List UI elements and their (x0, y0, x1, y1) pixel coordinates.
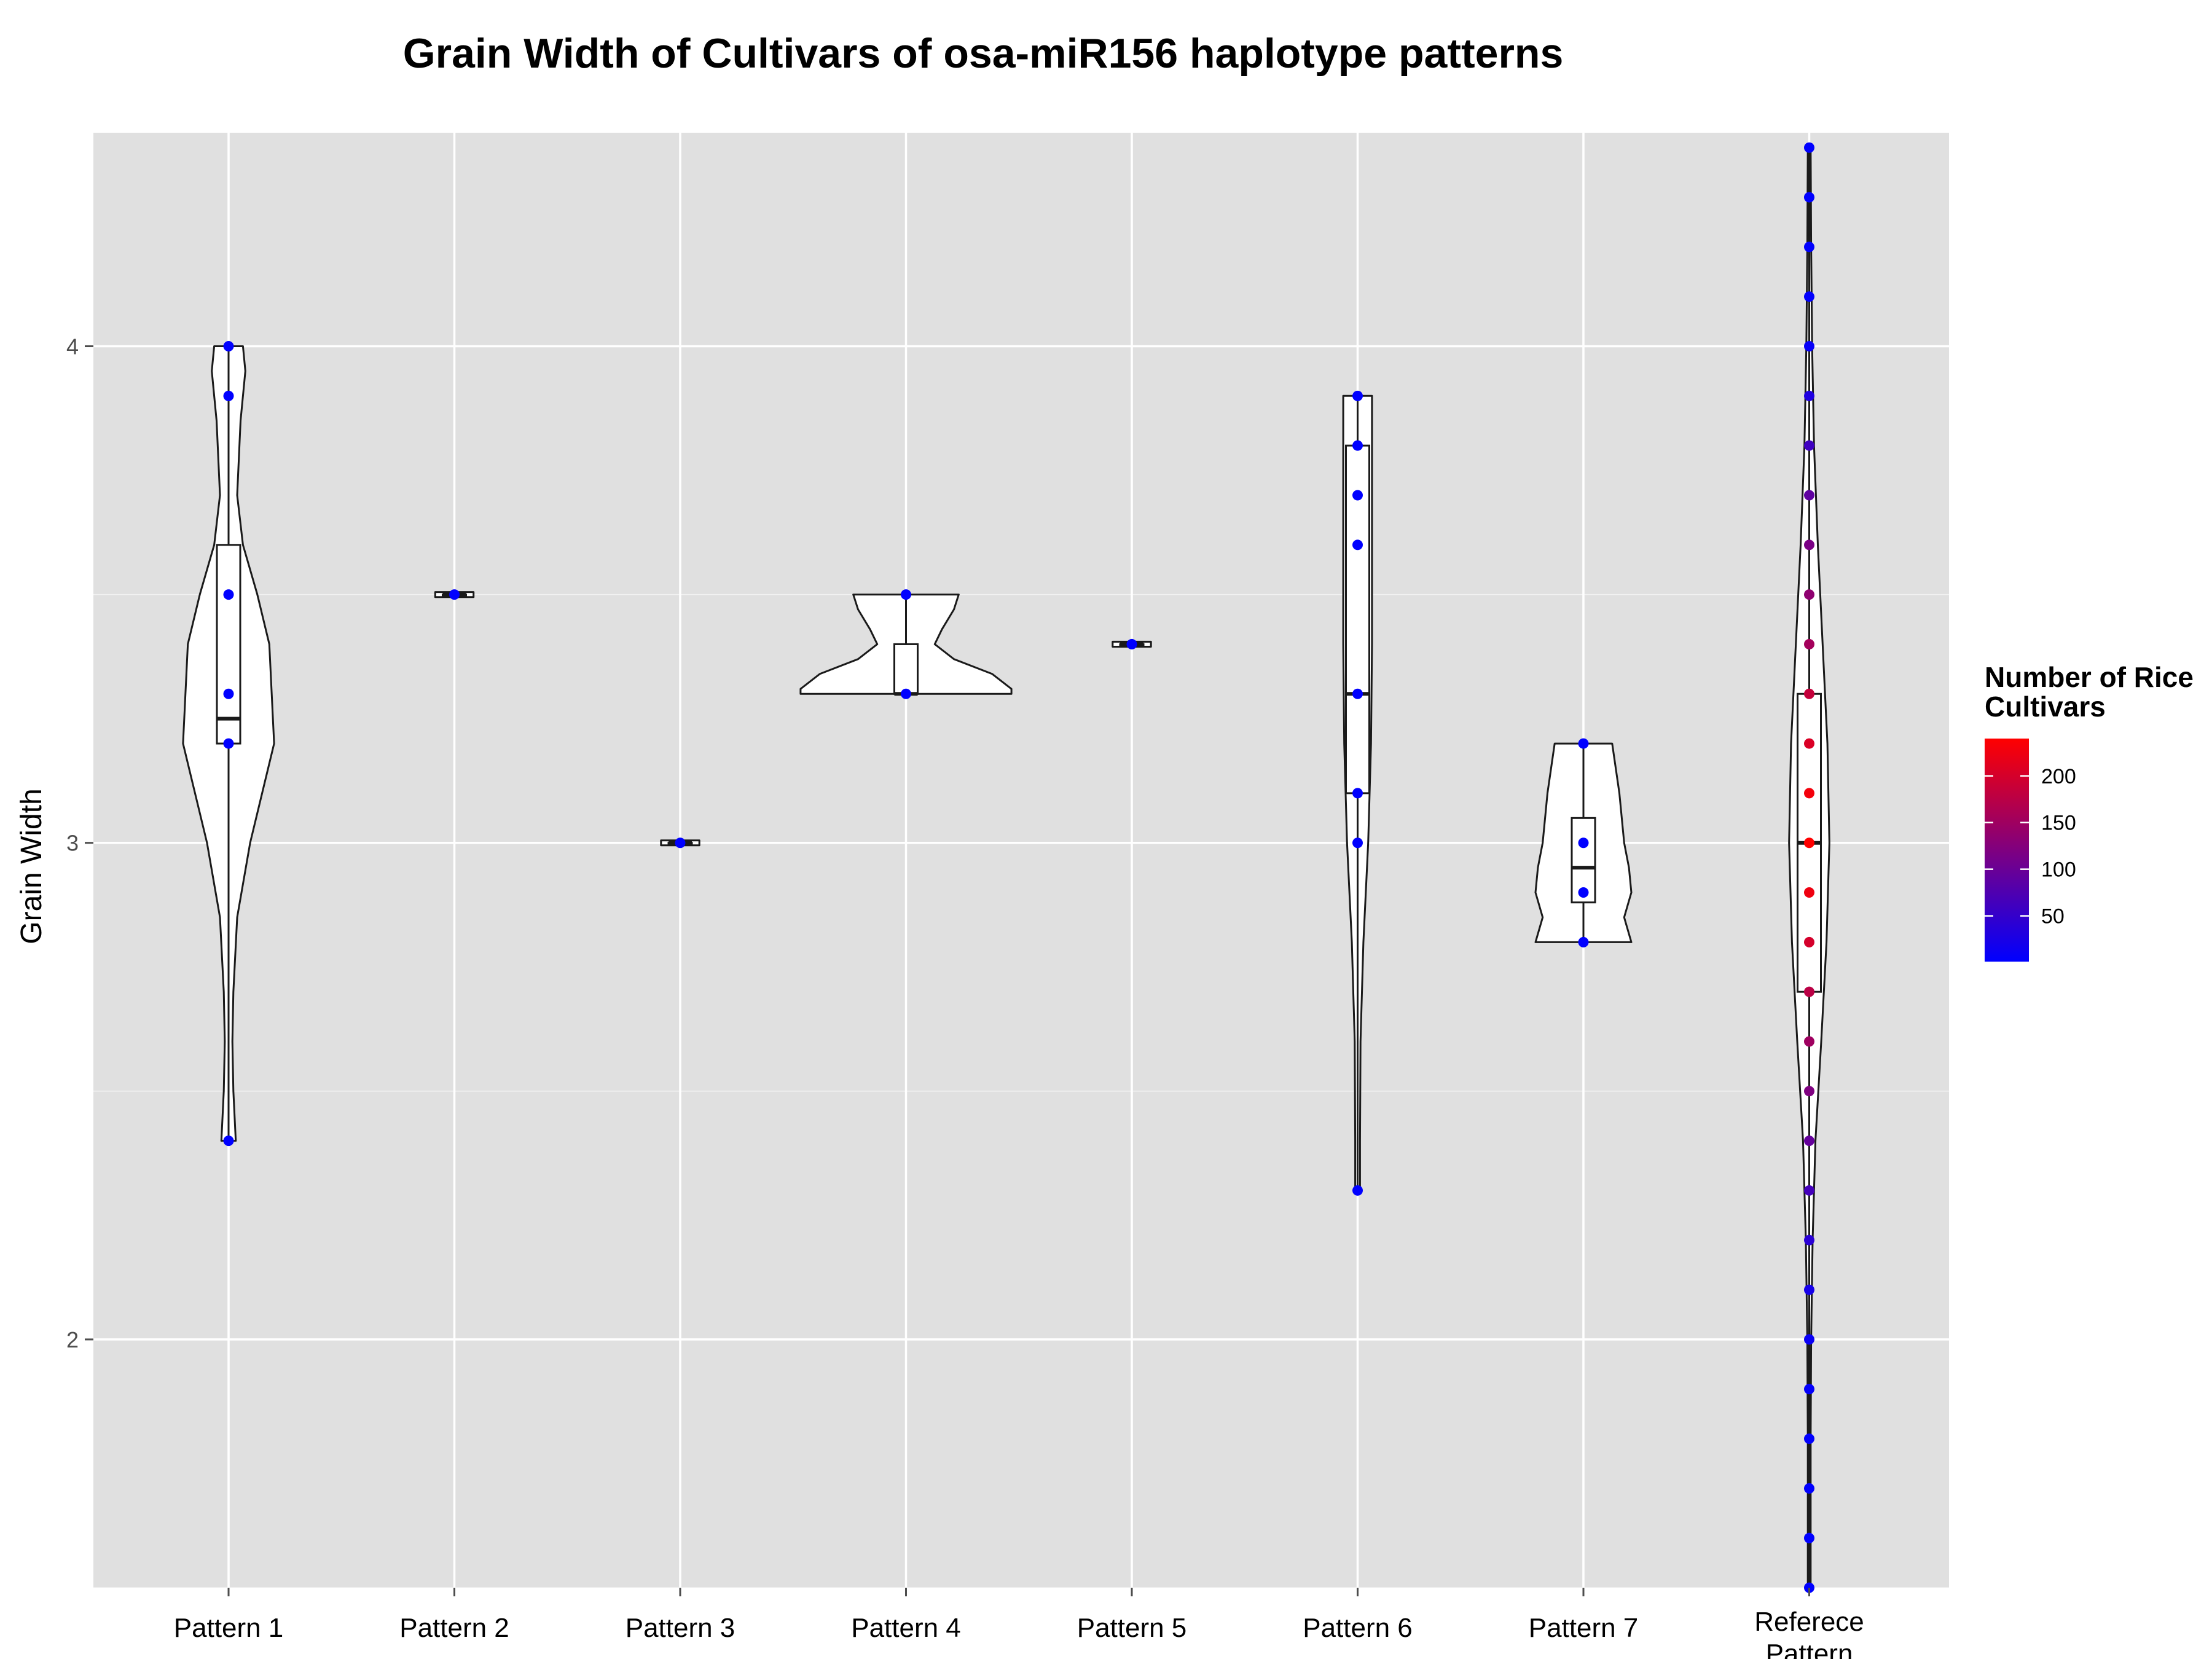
data-point (1804, 341, 1814, 352)
data-point (1804, 1086, 1814, 1097)
chart-title: Grain Width of Cultivars of osa-miR156 h… (403, 30, 1564, 77)
x-tick-label: Referece (1754, 1607, 1864, 1637)
legend-title: Cultivars (1985, 691, 2106, 723)
legend-title: Number of Rice (1985, 661, 2194, 693)
legend-tick-label: 200 (2041, 765, 2076, 788)
data-point (1126, 638, 1137, 649)
violin-group (1534, 738, 1633, 947)
legend-tick-label: 100 (2041, 858, 2076, 882)
data-point (1804, 738, 1814, 749)
violin-group (1112, 638, 1152, 649)
y-tick-label: 3 (66, 831, 79, 856)
data-point (1804, 688, 1814, 699)
data-point (1804, 887, 1814, 898)
data-point (1804, 1334, 1814, 1345)
data-point (1804, 788, 1814, 799)
data-point (1804, 1234, 1814, 1245)
data-point (1352, 837, 1363, 849)
x-tick-label: Pattern 4 (851, 1613, 961, 1643)
violin-group (1788, 142, 1830, 1593)
legend-tick-label: 50 (2041, 905, 2065, 928)
data-point (223, 688, 234, 699)
y-axis-label: Grain Width (15, 788, 48, 944)
data-point (1804, 1384, 1814, 1395)
data-point (901, 688, 911, 699)
data-point (449, 589, 460, 600)
data-point (1804, 192, 1814, 203)
data-point (1578, 887, 1589, 898)
data-point (1804, 1284, 1814, 1295)
data-point (1804, 1532, 1814, 1543)
data-point (1804, 1135, 1814, 1147)
data-point (1804, 440, 1814, 451)
x-tick-label: Pattern 3 (626, 1613, 735, 1643)
data-point (1578, 936, 1589, 947)
data-point (675, 837, 686, 849)
data-point (223, 1135, 234, 1147)
plot-panel (93, 133, 1949, 1588)
data-point (1578, 738, 1589, 749)
data-point (1352, 688, 1363, 699)
data-point (223, 390, 234, 401)
violin-group (1342, 390, 1373, 1196)
data-point (1804, 837, 1814, 849)
violin-group (434, 589, 475, 600)
violin-group (799, 589, 1013, 699)
data-point (1804, 241, 1814, 253)
data-point (1352, 490, 1363, 501)
box (893, 643, 919, 695)
data-point (1352, 440, 1363, 451)
data-point (1804, 986, 1814, 997)
x-tick-label: Pattern 6 (1303, 1613, 1413, 1643)
data-point (1804, 589, 1814, 600)
data-point (1804, 638, 1814, 649)
violin-group (182, 341, 275, 1147)
data-point (1804, 1036, 1814, 1047)
legend-colorbar (1985, 739, 2029, 962)
legend-tick-label: 150 (2041, 812, 2076, 835)
y-tick-label: 4 (66, 334, 79, 359)
data-point (1804, 1483, 1814, 1494)
data-point (901, 589, 911, 600)
data-point (1804, 539, 1814, 551)
box (216, 544, 241, 745)
x-tick-label: Pattern 5 (1077, 1613, 1187, 1643)
x-tick-label: Pattern (1766, 1639, 1853, 1659)
data-point (1352, 390, 1363, 401)
data-point (1804, 142, 1814, 153)
data-point (1804, 1185, 1814, 1196)
data-point (1804, 390, 1814, 401)
data-point (1352, 788, 1363, 799)
data-point (223, 341, 234, 352)
data-point (1804, 1433, 1814, 1445)
data-point (1352, 1185, 1363, 1196)
data-point (1804, 936, 1814, 947)
data-point (1804, 291, 1814, 302)
y-tick-label: 2 (66, 1327, 79, 1352)
x-tick-label: Pattern 2 (399, 1613, 509, 1643)
data-point (223, 589, 234, 600)
data-point (1578, 837, 1589, 849)
x-tick-label: Pattern 1 (174, 1613, 284, 1643)
data-point (223, 738, 234, 749)
data-point (1352, 539, 1363, 551)
violin-group (660, 837, 700, 849)
box (1345, 444, 1370, 794)
data-point (1804, 490, 1814, 501)
x-tick-label: Pattern 7 (1529, 1613, 1639, 1643)
